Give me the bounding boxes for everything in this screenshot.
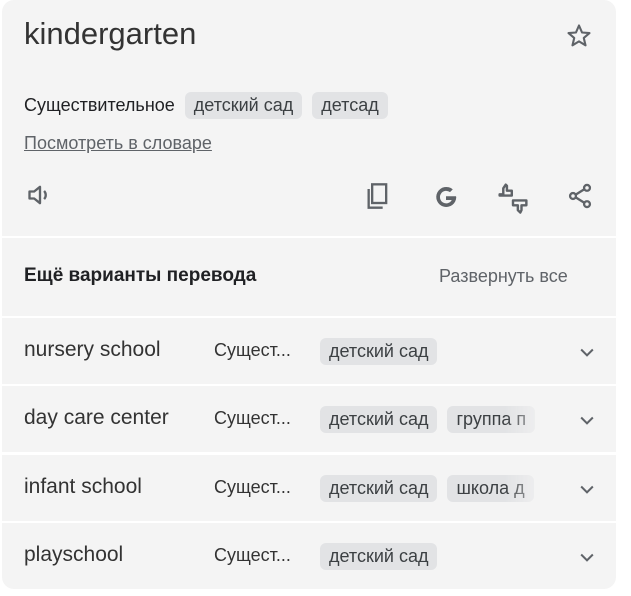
expand-all-button[interactable]: Развернуть все <box>439 266 568 286</box>
source-word: kindergarten <box>24 16 197 51</box>
translation-chip[interactable]: детсад <box>312 92 388 119</box>
more-translations-title: Ещё варианты перевода <box>24 265 257 286</box>
row-word: nursery school <box>24 338 161 361</box>
more-translations-header: Ещё варианты перевода Развернуть все <box>2 238 616 316</box>
row-pos: Сущест... <box>214 545 291 565</box>
row-pos: Сущест... <box>214 408 291 428</box>
translation-chip[interactable]: группа п <box>447 406 536 433</box>
translation-row[interactable]: playschool Сущест... детский сад <box>2 523 616 589</box>
feedback-icon[interactable] <box>496 181 530 215</box>
chevron-down-icon[interactable] <box>577 479 597 499</box>
google-icon[interactable] <box>431 181 461 211</box>
translation-chip[interactable]: школа д <box>447 475 534 502</box>
chevron-down-icon[interactable] <box>577 342 597 362</box>
speaker-icon[interactable] <box>26 181 54 209</box>
translation-chip[interactable]: детский сад <box>320 406 438 433</box>
share-icon[interactable] <box>566 181 594 211</box>
dictionary-link[interactable]: Посмотреть в словаре <box>24 133 212 153</box>
star-icon[interactable] <box>565 22 593 50</box>
chevron-down-icon[interactable] <box>577 547 597 567</box>
translation-row[interactable]: infant school Сущест... детский сад школа… <box>2 455 616 521</box>
row-word: infant school <box>24 475 142 498</box>
chevron-down-icon[interactable] <box>577 410 597 430</box>
translation-chip[interactable]: детский сад <box>320 338 438 365</box>
row-word: day care center <box>24 406 169 429</box>
translation-chip[interactable]: детский сад <box>184 92 303 119</box>
translation-card: kindergarten Существительное детский сад… <box>2 0 616 236</box>
copy-icon[interactable] <box>364 181 392 211</box>
row-pos: Сущест... <box>214 477 291 497</box>
translation-row[interactable]: day care center Сущест... детский сад гру… <box>2 386 616 452</box>
translation-row[interactable]: nursery school Сущест... детский сад <box>2 318 616 384</box>
part-of-speech: Существительное <box>24 95 175 115</box>
row-word: playschool <box>24 543 124 566</box>
row-pos: Сущест... <box>214 340 291 360</box>
translation-chip[interactable]: детский сад <box>320 543 438 570</box>
translation-chip[interactable]: детский сад <box>320 475 438 502</box>
